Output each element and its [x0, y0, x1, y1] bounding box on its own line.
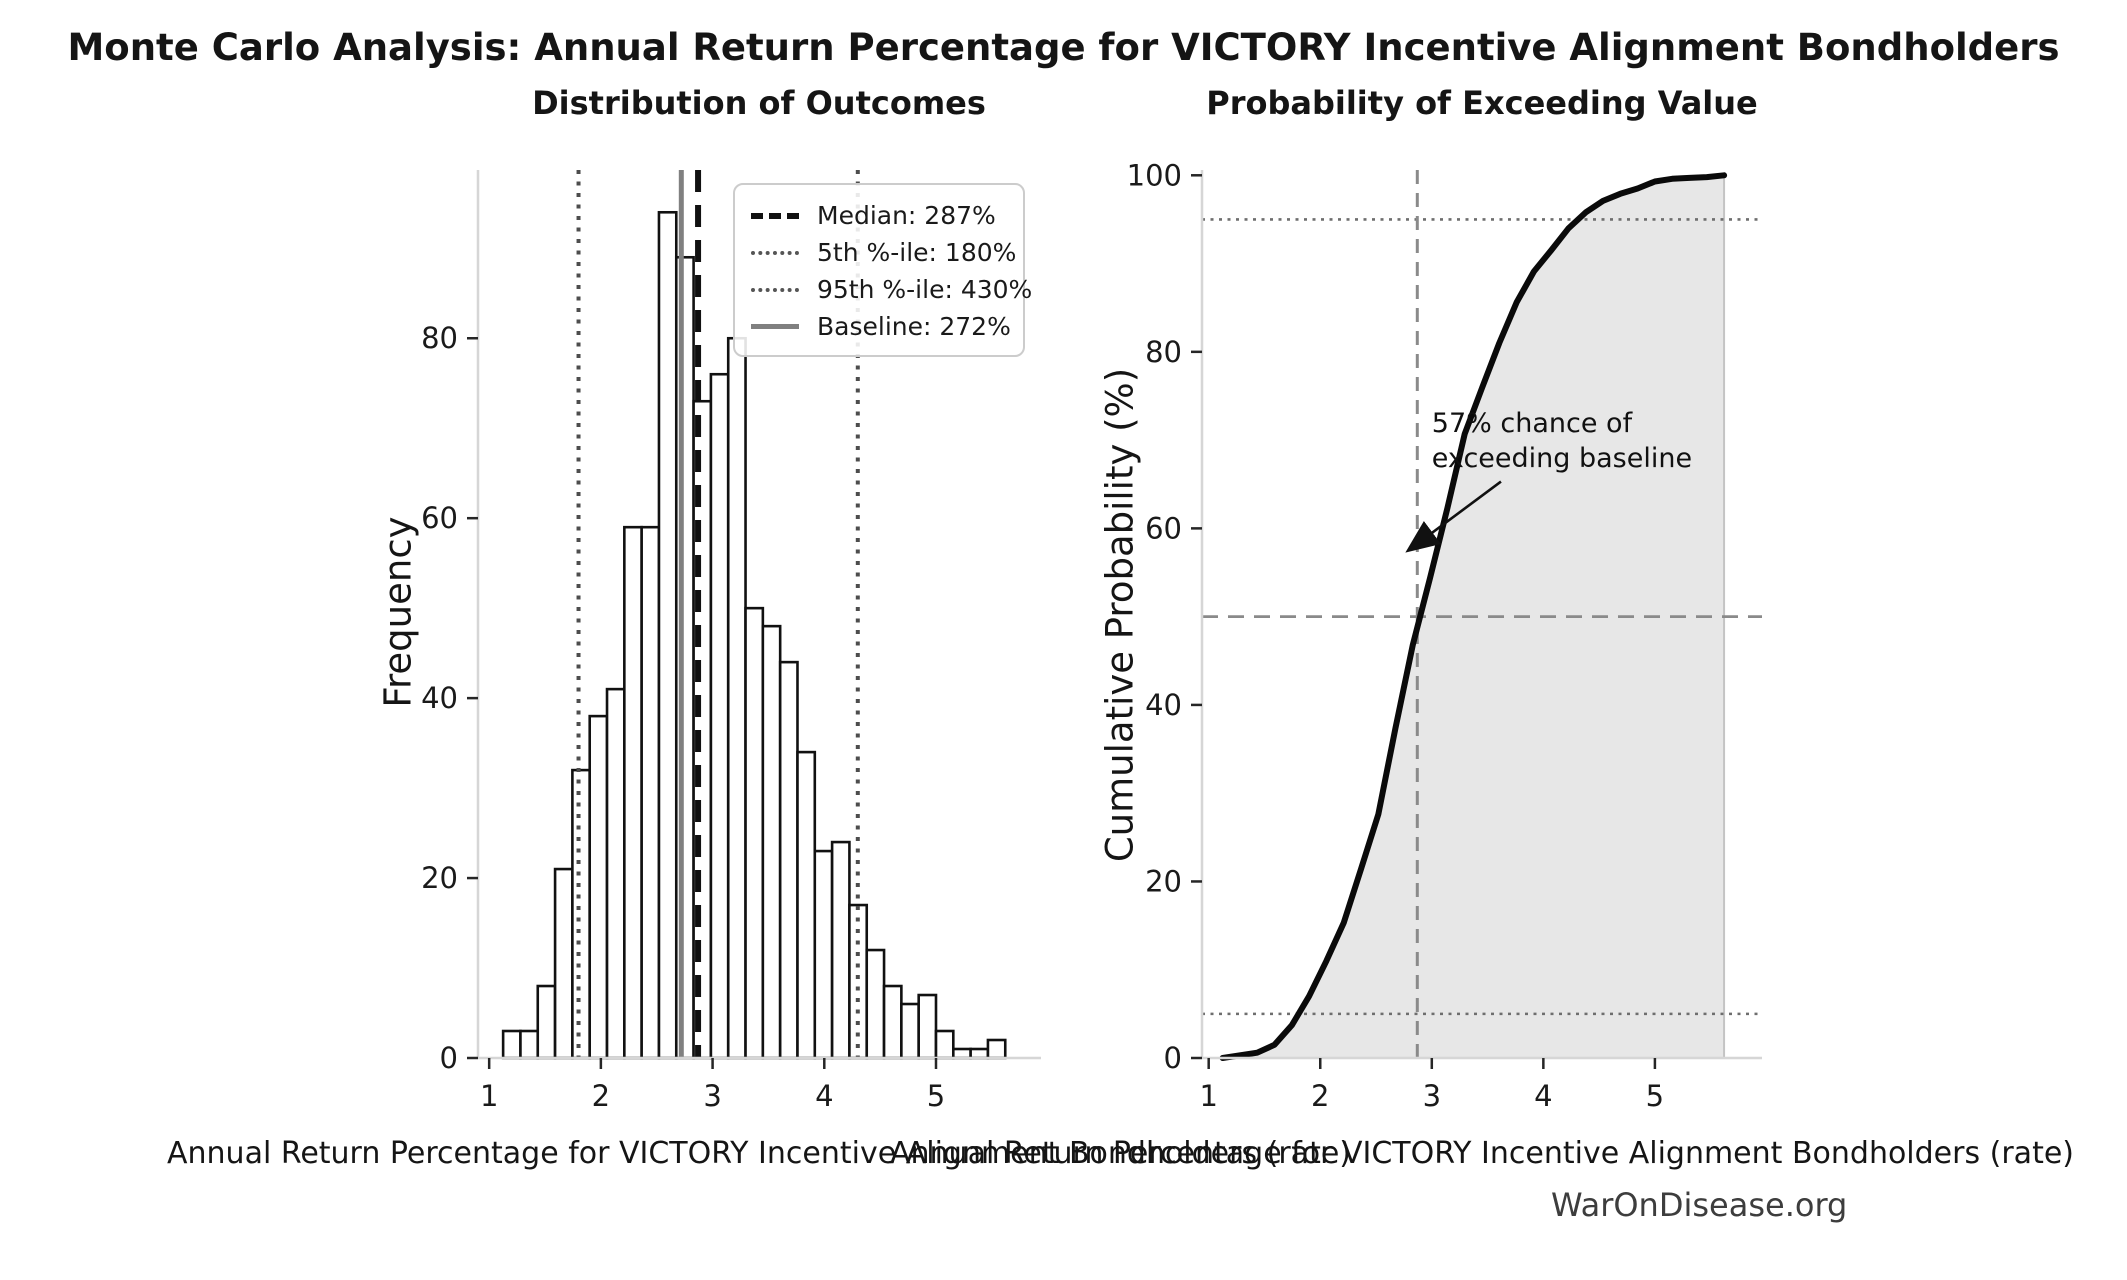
- histogram-bar: [571, 768, 592, 1060]
- legend-entry-p95: 95th %-ile: 430%: [751, 271, 1032, 308]
- histogram-bar: [900, 1002, 920, 1060]
- legend-entry-baseline: Baseline: 272%: [751, 308, 1011, 345]
- annotation-line-2: exceeding baseline: [1431, 442, 1693, 474]
- legend-label: 95th %-ile: 430%: [817, 275, 1033, 304]
- watermark: WarOnDisease.org: [1551, 1186, 1848, 1224]
- histogram-bar: [640, 525, 661, 1060]
- histogram-bar: [865, 948, 886, 1060]
- annotation-line-1: 57% chance of: [1431, 407, 1633, 439]
- y-tick-label: 20: [421, 861, 458, 895]
- legend-label: Baseline: 272%: [817, 312, 1011, 341]
- y-tick-label: 20: [1145, 864, 1182, 898]
- histogram-bar: [917, 993, 938, 1060]
- x-tick-label: 1: [480, 1079, 498, 1113]
- histogram-bar: [882, 984, 903, 1060]
- x-tick-label: 4: [1534, 1079, 1552, 1113]
- histogram-bar: [709, 372, 730, 1060]
- y-tick-label: 80: [1145, 335, 1182, 369]
- x-tick-label: 3: [1423, 1079, 1441, 1113]
- median-line-sample-icon: [751, 212, 799, 219]
- histogram-bar: [796, 750, 817, 1060]
- left-x-axis-label: Annual Return Percentage for VICTORY Inc…: [167, 1136, 1351, 1171]
- histogram-bar: [553, 867, 574, 1060]
- histogram-bar: [501, 1029, 522, 1060]
- x-tick-label: 1: [1199, 1079, 1217, 1113]
- cdf-annotation: 57% chance of exceeding baseline: [1432, 406, 1692, 476]
- legend-label: 5th %-ile: 180%: [817, 238, 1017, 267]
- left-subplot-title: Distribution of Outcomes: [532, 84, 986, 122]
- histogram-bar: [986, 1038, 1007, 1060]
- y-tick-label: 60: [1145, 511, 1182, 545]
- histogram-bar: [934, 1029, 955, 1060]
- y-tick-label: 80: [421, 321, 458, 355]
- histogram-bar: [778, 660, 799, 1060]
- x-tick-label: 2: [1311, 1079, 1329, 1113]
- dotted-line-sample-icon: [751, 250, 799, 255]
- dotted-line-sample-icon: [751, 287, 799, 292]
- y-tick-label: 40: [421, 681, 458, 715]
- left-y-axis-label: Frequency: [376, 516, 420, 708]
- histogram-bar: [813, 849, 834, 1060]
- right-x-axis-label: Annual Return Percentage for VICTORY Inc…: [890, 1136, 2074, 1171]
- y-tick-label: 60: [421, 501, 458, 535]
- legend-label: Median: 287%: [817, 201, 996, 230]
- histogram-bar: [726, 336, 747, 1060]
- histogram-bar: [761, 624, 782, 1060]
- histogram-bar: [519, 1029, 540, 1060]
- y-tick-label: 40: [1145, 688, 1182, 722]
- histogram-bar: [830, 840, 851, 1060]
- histogram-bar: [744, 606, 765, 1060]
- x-tick-label: 3: [703, 1079, 721, 1113]
- histogram-bar: [952, 1047, 972, 1060]
- histogram-bar: [605, 687, 626, 1060]
- x-tick-label: 2: [592, 1079, 610, 1113]
- annotation-arrow: [1405, 480, 1502, 553]
- legend: Median: 287% 5th %-ile: 180% 95th %-ile:…: [733, 183, 1032, 357]
- y-tick-label: 100: [1127, 158, 1182, 192]
- y-tick-label: 0: [1164, 1041, 1182, 1075]
- legend-entry-median: Median: 287%: [751, 197, 1009, 234]
- cdf-curve: [1219, 172, 1728, 1061]
- histogram-bar: [588, 714, 609, 1060]
- x-tick-label: 5: [1646, 1079, 1664, 1113]
- y-tick-label: 0: [440, 1041, 458, 1075]
- histogram-bar: [536, 984, 557, 1060]
- baseline-line-sample-icon: [751, 324, 799, 329]
- page-title: Monte Carlo Analysis: Annual Return Perc…: [67, 26, 2060, 69]
- histogram-bar: [657, 210, 678, 1060]
- right-y-axis-label: Cumulative Probability (%): [1098, 367, 1142, 863]
- histogram-bar: [969, 1047, 990, 1060]
- x-tick-label: 4: [815, 1079, 833, 1113]
- right-subplot-title: Probability of Exceeding Value: [1206, 84, 1758, 122]
- histogram-bar: [623, 525, 643, 1060]
- legend-entry-p5: 5th %-ile: 180%: [751, 234, 1016, 271]
- x-tick-label: 5: [927, 1079, 945, 1113]
